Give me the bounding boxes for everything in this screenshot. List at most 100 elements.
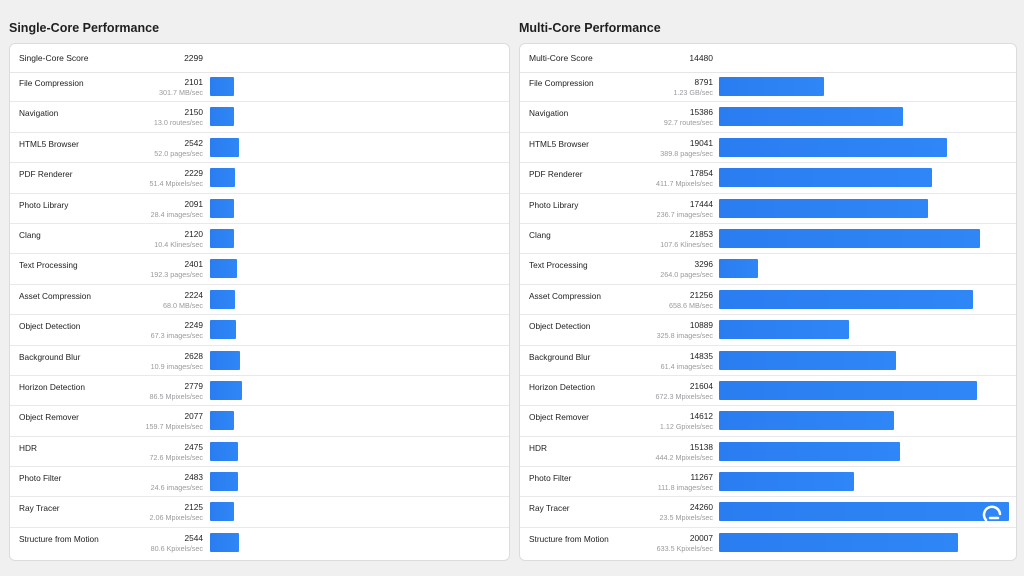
benchmark-score: 19041	[689, 137, 713, 148]
benchmark-name: Text Processing	[19, 260, 78, 271]
benchmark-score: 14835	[689, 350, 713, 361]
benchmark-bar	[210, 77, 234, 96]
benchmark-bar	[210, 502, 234, 522]
benchmark-bar	[719, 168, 932, 188]
benchmark-score: 2542	[184, 137, 203, 148]
benchmark-name: Asset Compression	[529, 290, 601, 301]
benchmark-rate: 2.06 Mpixels/sec	[149, 513, 203, 523]
benchmark-name: HDR	[19, 442, 37, 453]
multi-core-score-row: Multi-Core Score 14480	[520, 44, 1016, 73]
benchmark-rate: 192.3 pages/sec	[150, 270, 203, 280]
benchmark-name: Navigation	[19, 108, 59, 119]
benchmark-score: 21853	[689, 228, 713, 239]
benchmark-name: Clang	[529, 229, 551, 240]
benchmark-row: HDR 15138 444.2 Mpixels/sec	[520, 437, 1016, 468]
benchmark-row: Background Blur 2628 10.9 images/sec	[10, 346, 509, 376]
benchmark-name: Ray Tracer	[19, 503, 60, 514]
benchmark-row: Ray Tracer 2125 2.06 Mpixels/sec	[10, 497, 509, 528]
multi-core-panel: Multi-Core Score 14480 File Compression 8…	[519, 43, 1017, 561]
single-core-score-value: 2299	[184, 53, 203, 63]
benchmark-rate: 389.8 pages/sec	[660, 148, 713, 158]
benchmark-name: Clang	[19, 229, 41, 240]
benchmark-bar	[210, 228, 234, 248]
benchmark-bar	[719, 532, 958, 552]
benchmark-bar	[719, 441, 900, 461]
single-core-score-row: Single-Core Score 2299	[10, 44, 509, 73]
benchmark-score: 17854	[689, 168, 713, 179]
benchmark-row: HTML5 Browser 2542 52.0 pages/sec	[10, 133, 509, 164]
benchmark-name: PDF Renderer	[19, 169, 73, 180]
benchmark-rate: 107.6 Klines/sec	[660, 239, 713, 249]
benchmark-name: HDR	[529, 442, 547, 453]
benchmark-name: Object Detection	[529, 321, 591, 332]
benchmark-score: 2150	[184, 107, 203, 118]
watermark-icon	[982, 505, 1002, 522]
benchmark-bar	[719, 350, 896, 370]
benchmark-bar	[719, 228, 980, 248]
benchmark-row: Text Processing 3296 264.0 pages/sec	[520, 254, 1016, 285]
benchmark-bar	[210, 411, 234, 431]
benchmark-rate: 51.4 Mpixels/sec	[149, 179, 203, 189]
benchmark-bar	[719, 107, 903, 127]
benchmark-row: Photo Filter 2483 24.6 images/sec	[10, 467, 509, 498]
benchmark-rate: 10.4 Klines/sec	[154, 239, 203, 249]
benchmark-rate: 236.7 images/sec	[656, 209, 713, 219]
benchmark-bar	[719, 198, 928, 218]
benchmark-row: Object Detection 2249 67.3 images/sec	[10, 315, 509, 346]
benchmark-score: 8791	[694, 77, 713, 87]
benchmark-rate: 301.7 MB/sec	[159, 88, 203, 97]
benchmark-bar	[210, 350, 240, 370]
benchmark-rate: 72.6 Mpixels/sec	[149, 452, 203, 462]
benchmark-name: Horizon Detection	[19, 381, 85, 392]
benchmark-score: 21604	[689, 380, 713, 391]
benchmark-row: Asset Compression 21256 658.6 MB/sec	[520, 285, 1016, 316]
benchmark-rate: 325.8 images/sec	[656, 331, 713, 341]
benchmark-bar	[719, 77, 824, 96]
benchmark-score: 2077	[184, 411, 203, 422]
benchmark-bar	[719, 380, 977, 400]
benchmark-bar	[210, 472, 238, 492]
benchmark-score: 2249	[184, 320, 203, 331]
benchmark-score: 2101	[184, 77, 203, 87]
benchmark-rate: 61.4 images/sec	[660, 361, 713, 371]
benchmark-row: PDF Renderer 2229 51.4 Mpixels/sec	[10, 163, 509, 194]
benchmark-name: Object Detection	[19, 321, 81, 332]
benchmark-rate: 10.9 images/sec	[150, 361, 203, 371]
benchmark-rate: 13.0 routes/sec	[153, 118, 203, 128]
benchmark-name: File Compression	[19, 78, 84, 88]
benchmark-bar	[210, 320, 236, 340]
benchmark-rate: 411.7 Mpixels/sec	[656, 179, 713, 189]
benchmark-rate: 111.8 images/sec	[657, 483, 713, 493]
benchmark-bar	[210, 532, 239, 552]
benchmark-bar	[719, 259, 758, 279]
benchmark-row: Photo Filter 11267 111.8 images/sec	[520, 467, 1016, 498]
benchmark-name: Background Blur	[19, 351, 81, 362]
benchmark-score: 15138	[689, 441, 713, 452]
benchmark-score: 17444	[689, 198, 713, 209]
benchmark-rate: 80.6 Kpixels/sec	[150, 543, 203, 553]
single-core-title: Single-Core Performance	[9, 21, 160, 35]
benchmark-row: HDR 2475 72.6 Mpixels/sec	[10, 437, 509, 468]
benchmark-row: Navigation 15386 92.7 routes/sec	[520, 102, 1016, 133]
benchmark-name: HTML5 Browser	[529, 138, 589, 149]
benchmark-score: 2401	[184, 259, 203, 270]
benchmark-row: Horizon Detection 21604 672.3 Mpixels/sec	[520, 376, 1016, 407]
benchmark-name: HTML5 Browser	[19, 138, 79, 149]
benchmark-rate: 658.6 MB/sec	[669, 300, 713, 310]
benchmark-rate: 264.0 pages/sec	[660, 270, 713, 280]
benchmark-rate: 633.5 Kpixels/sec	[656, 543, 713, 553]
multi-core-score-value: 14480	[689, 53, 713, 63]
benchmark-name: PDF Renderer	[529, 169, 583, 180]
benchmark-bar	[719, 289, 973, 309]
benchmark-row: Object Detection 10889 325.8 images/sec	[520, 315, 1016, 346]
benchmark-bar	[210, 289, 235, 309]
benchmark-name: Photo Filter	[529, 473, 572, 484]
benchmark-rate: 159.7 Mpixels/sec	[145, 422, 203, 432]
benchmark-row: Structure from Motion 20007 633.5 Kpixels/…	[520, 528, 1016, 558]
benchmark-bar	[210, 380, 242, 400]
benchmark-score: 10889	[689, 320, 713, 331]
benchmark-score: 21256	[689, 289, 713, 300]
benchmark-name: Photo Library	[529, 199, 579, 210]
benchmark-bar	[719, 320, 849, 340]
benchmark-row: File Compression 2101 301.7 MB/sec	[10, 72, 509, 103]
